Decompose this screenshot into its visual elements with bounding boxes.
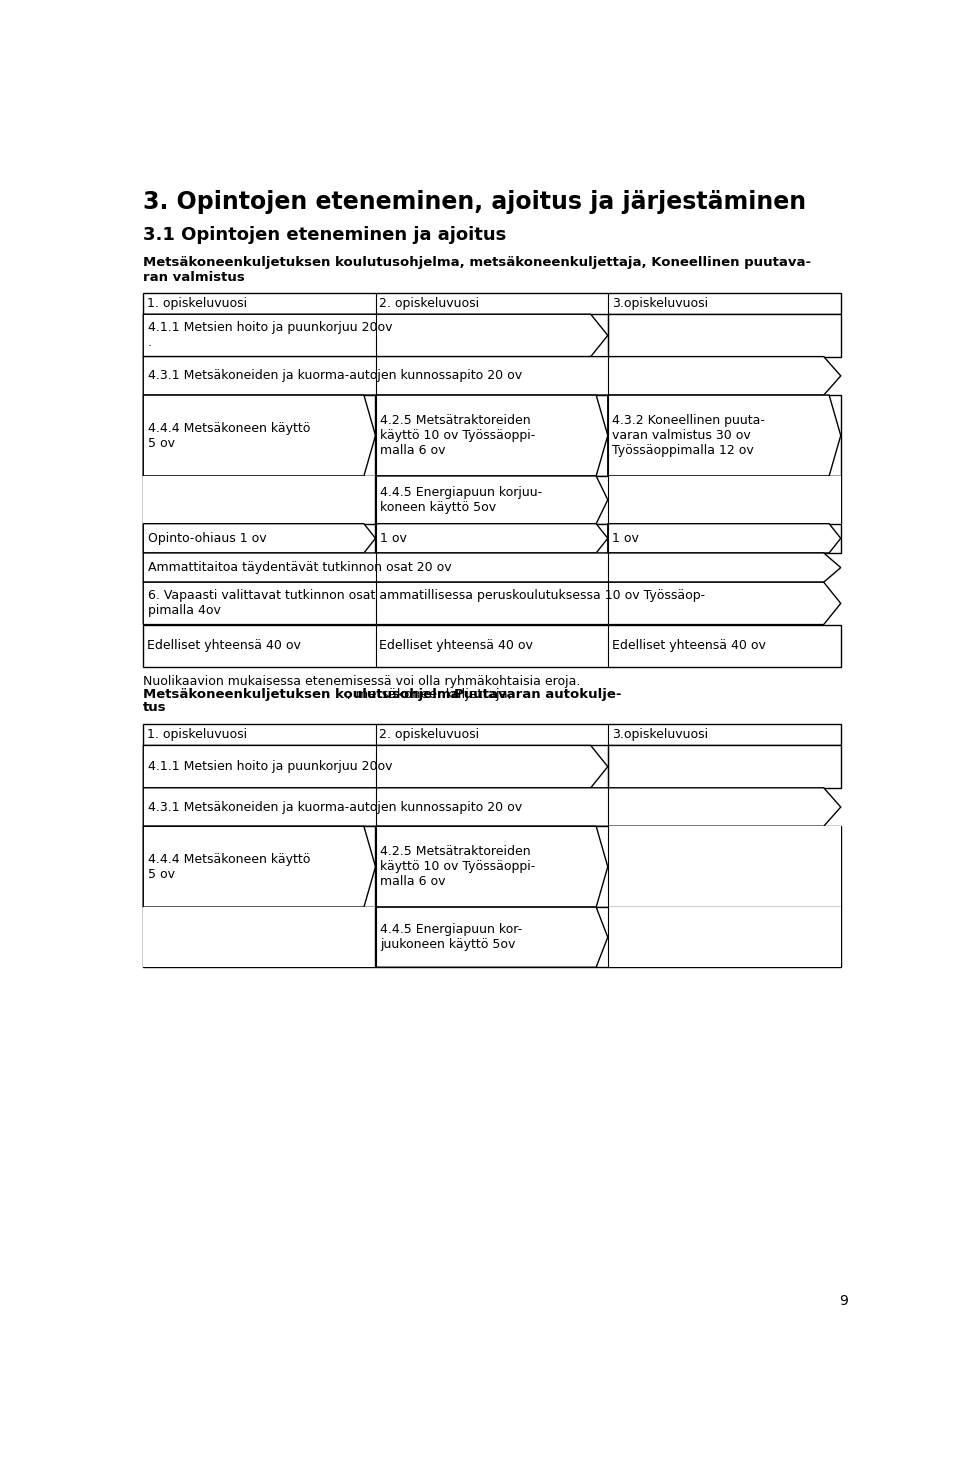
Text: Ammattitaitoa täydentävät tutkinnon osat 20 ov: Ammattitaitoa täydentävät tutkinnon osat… — [148, 561, 451, 574]
Polygon shape — [375, 826, 608, 908]
Polygon shape — [375, 394, 608, 476]
Text: 4.2.5 Metsätraktoreiden
käyttö 10 ov Työssäoppi-
malla 6 ov: 4.2.5 Metsätraktoreiden käyttö 10 ov Työ… — [380, 414, 536, 457]
Text: 3. Opintojen eteneminen, ajoitus ja järjestäminen: 3. Opintojen eteneminen, ajoitus ja järj… — [143, 190, 806, 214]
Text: 1. opiskeluvuosi: 1. opiskeluvuosi — [147, 728, 248, 742]
Polygon shape — [143, 523, 375, 553]
Text: 3.1 Opintojen eteneminen ja ajoitus: 3.1 Opintojen eteneminen ja ajoitus — [143, 227, 507, 245]
Polygon shape — [143, 826, 375, 908]
Bar — [143, 624, 841, 667]
Bar — [608, 476, 841, 523]
Text: Metsäkoneenkuljetuksen koulutusohjelma, metsäkoneenkuljettaja, Koneellinen puuta: Metsäkoneenkuljetuksen koulutusohjelma, … — [143, 255, 811, 283]
Text: 2. opiskeluvuosi: 2. opiskeluvuosi — [379, 728, 479, 742]
Text: 9: 9 — [840, 1295, 849, 1308]
Polygon shape — [143, 356, 841, 394]
Bar — [143, 476, 841, 523]
Polygon shape — [608, 523, 841, 553]
Polygon shape — [608, 394, 841, 476]
Text: , metsäkoneenkuljettaja,: , metsäkoneenkuljettaja, — [348, 688, 516, 701]
Bar — [143, 908, 375, 967]
Text: 4.3.1 Metsäkoneiden ja kuorma-autojen kunnossapito 20 ov: 4.3.1 Metsäkoneiden ja kuorma-autojen ku… — [148, 369, 522, 383]
Bar — [608, 746, 841, 787]
Text: Puutavaran autokulje-: Puutavaran autokulje- — [454, 688, 621, 701]
Text: 4.1.1 Metsien hoito ja puunkorjuu 20ov
.: 4.1.1 Metsien hoito ja puunkorjuu 20ov . — [148, 322, 393, 350]
Text: 2. opiskeluvuosi: 2. opiskeluvuosi — [379, 297, 479, 310]
Bar — [143, 476, 375, 523]
Polygon shape — [143, 553, 841, 583]
Text: 4.4.4 Metsäkoneen käyttö
5 ov: 4.4.4 Metsäkoneen käyttö 5 ov — [148, 853, 310, 881]
Text: Edelliset yhteensä 40 ov: Edelliset yhteensä 40 ov — [147, 639, 301, 653]
Bar — [143, 292, 841, 314]
Text: 6. Vapaasti valittavat tutkinnon osat ammatillisessa peruskoulutuksessa 10 ov Ty: 6. Vapaasti valittavat tutkinnon osat am… — [148, 589, 705, 617]
Polygon shape — [375, 908, 608, 967]
Bar — [608, 826, 841, 908]
Text: 4.4.5 Energiapuun kor-
juukoneen käyttö 5ov: 4.4.5 Energiapuun kor- juukoneen käyttö … — [380, 924, 522, 951]
Polygon shape — [143, 394, 375, 476]
Bar — [143, 394, 841, 476]
Text: 4.4.4 Metsäkoneen käyttö
5 ov: 4.4.4 Metsäkoneen käyttö 5 ov — [148, 421, 310, 449]
Text: 3.opiskeluvuosi: 3.opiskeluvuosi — [612, 297, 708, 310]
Text: Opinto-ohiaus 1 ov: Opinto-ohiaus 1 ov — [148, 532, 267, 544]
Text: Nuolikaavion mukaisessa etenemisessä voi olla ryhmäkohtaisia eroja.: Nuolikaavion mukaisessa etenemisessä voi… — [143, 675, 581, 688]
Text: 4.3.1 Metsäkoneiden ja kuorma-autojen kunnossapito 20 ov: 4.3.1 Metsäkoneiden ja kuorma-autojen ku… — [148, 801, 522, 814]
Text: 3.opiskeluvuosi: 3.opiskeluvuosi — [612, 728, 708, 742]
Text: 4.1.1 Metsien hoito ja puunkorjuu 20ov: 4.1.1 Metsien hoito ja puunkorjuu 20ov — [148, 761, 393, 773]
Text: 4.4.5 Energiapuun korjuu-
koneen käyttö 5ov: 4.4.5 Energiapuun korjuu- koneen käyttö … — [380, 486, 542, 513]
Polygon shape — [143, 583, 841, 624]
Polygon shape — [143, 314, 608, 356]
Text: 1 ov: 1 ov — [380, 532, 407, 544]
Polygon shape — [375, 476, 608, 523]
Text: Edelliset yhteensä 40 ov: Edelliset yhteensä 40 ov — [379, 639, 533, 653]
Bar — [143, 523, 841, 553]
Polygon shape — [375, 523, 608, 553]
Text: 1 ov: 1 ov — [612, 532, 639, 544]
Polygon shape — [143, 787, 841, 826]
Bar — [608, 314, 841, 356]
Text: Edelliset yhteensä 40 ov: Edelliset yhteensä 40 ov — [612, 639, 765, 653]
Bar — [608, 908, 841, 967]
Bar — [143, 908, 841, 967]
Text: 4.3.2 Koneellinen puuta-
varan valmistus 30 ov
Työssäoppimalla 12 ov: 4.3.2 Koneellinen puuta- varan valmistus… — [612, 414, 765, 457]
Text: Metsäkoneenkuljetuksen koulutusohjelma: Metsäkoneenkuljetuksen koulutusohjelma — [143, 688, 460, 701]
Polygon shape — [143, 746, 608, 787]
Text: 1. opiskeluvuosi: 1. opiskeluvuosi — [147, 297, 248, 310]
Text: tus: tus — [143, 701, 167, 713]
Bar — [143, 724, 841, 746]
Bar — [143, 826, 841, 908]
Text: 4.2.5 Metsätraktoreiden
käyttö 10 ov Työssäoppi-
malla 6 ov: 4.2.5 Metsätraktoreiden käyttö 10 ov Työ… — [380, 845, 536, 888]
